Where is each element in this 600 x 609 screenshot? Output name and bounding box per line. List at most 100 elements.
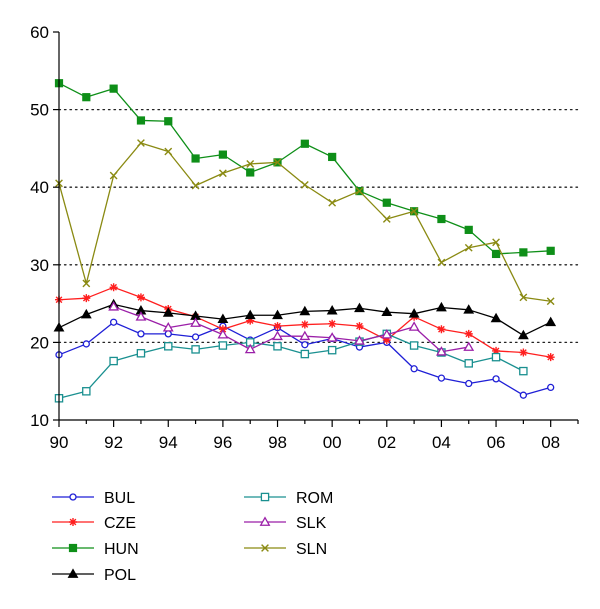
data-point-bul xyxy=(191,333,200,341)
data-point-sln xyxy=(410,207,418,216)
data-point-slk xyxy=(408,321,420,331)
data-point-pol xyxy=(162,307,174,317)
data-point-slk xyxy=(326,332,338,342)
data-point-sln xyxy=(137,139,145,147)
data-point-slk xyxy=(299,330,311,341)
series-line-hun xyxy=(58,82,551,255)
data-point-pol xyxy=(436,301,447,312)
data-point-sln xyxy=(328,198,337,207)
data-point-bul xyxy=(137,330,145,338)
data-point-rom xyxy=(491,352,501,362)
data-point-sln xyxy=(437,258,446,267)
data-point-hun xyxy=(300,139,309,148)
data-point-cze xyxy=(492,346,501,355)
data-point-sln xyxy=(546,297,555,306)
axes: 10 20 30 40 50 60 90 92 94 96 98 00 02 04 06 08 xyxy=(30,23,579,452)
data-point-rom xyxy=(218,341,228,350)
legend-item-bul: BUL xyxy=(52,490,135,507)
data-point-pol xyxy=(408,308,420,318)
data-point-pol xyxy=(545,316,557,327)
legend-label: HUN xyxy=(104,541,139,558)
data-point-hun xyxy=(246,168,255,177)
data-point-slk xyxy=(463,341,475,351)
data-point-hun xyxy=(218,150,227,159)
data-point-pol xyxy=(217,313,229,323)
data-point-slk xyxy=(135,311,147,321)
data-point-cze xyxy=(136,293,145,302)
data-point-cze xyxy=(437,325,446,334)
series-hun xyxy=(54,79,555,259)
data-point-rom xyxy=(273,342,282,351)
data-point-slk xyxy=(272,330,283,341)
data-point-sln xyxy=(246,160,255,168)
data-point-bul xyxy=(164,330,172,338)
data-point-pol xyxy=(517,329,529,340)
legend-swatch-marker xyxy=(67,568,79,578)
legend-item-sln: SLN xyxy=(244,541,327,558)
series-sln xyxy=(55,139,555,306)
data-point-cze xyxy=(82,294,91,303)
series-line-rom xyxy=(58,333,524,399)
legend-label: SLN xyxy=(296,541,327,558)
data-point-cze xyxy=(382,336,391,345)
x-tick-label: 98 xyxy=(268,433,287,452)
data-point-sln xyxy=(300,180,309,189)
data-point-hun xyxy=(136,116,146,125)
x-tick-label: 02 xyxy=(377,433,396,452)
data-point-sln xyxy=(355,187,364,195)
series-slk xyxy=(108,301,475,356)
data-point-bul xyxy=(82,340,90,348)
data-point-bul xyxy=(437,374,446,382)
data-point-cze xyxy=(464,329,473,338)
data-point-hun xyxy=(164,117,173,126)
x-tick-label: 00 xyxy=(323,433,342,452)
data-point-slk xyxy=(381,329,393,339)
legend-item-hun: HUN xyxy=(52,541,139,558)
data-point-cze xyxy=(355,322,364,331)
data-point-rom xyxy=(109,356,118,366)
legend: BUL CZE HUN POL ROM SLK SLN xyxy=(52,490,333,584)
data-point-rom xyxy=(136,349,146,358)
data-point-slk xyxy=(244,343,256,354)
y-tick-label: 40 xyxy=(30,178,49,197)
series-rom xyxy=(54,329,528,403)
data-point-pol xyxy=(299,305,311,316)
data-point-cze xyxy=(328,319,337,328)
data-point-bul xyxy=(519,391,528,399)
data-point-bul xyxy=(410,365,418,373)
y-tick-label: 50 xyxy=(30,101,49,120)
data-point-hun xyxy=(191,154,200,163)
x-tick-label: 90 xyxy=(50,433,69,452)
data-point-pol xyxy=(272,309,283,320)
y-tick-label: 10 xyxy=(30,411,49,430)
legend-item-cze: CZE xyxy=(52,515,136,532)
data-point-cze xyxy=(546,353,555,362)
legend-swatch-marker xyxy=(260,492,270,502)
x-tick-label: 08 xyxy=(541,433,560,452)
x-tick-label: 06 xyxy=(487,433,506,452)
data-point-rom xyxy=(409,341,419,350)
data-point-bul xyxy=(465,379,473,388)
x-tick-label: 92 xyxy=(104,433,123,452)
legend-swatch-marker xyxy=(261,544,269,552)
legend-label: POL xyxy=(104,567,136,584)
legend-label: SLK xyxy=(296,515,327,532)
data-point-sln xyxy=(492,238,500,247)
legend-label: BUL xyxy=(104,490,135,507)
data-point-bul xyxy=(492,375,500,383)
legend-label: ROM xyxy=(296,490,333,507)
data-point-rom xyxy=(191,345,200,354)
data-point-rom xyxy=(327,345,337,355)
grid-lines xyxy=(58,108,579,344)
data-point-sln xyxy=(464,243,473,252)
data-point-pol xyxy=(244,309,256,320)
data-point-hun xyxy=(328,152,337,162)
legend-item-pol: POL xyxy=(52,567,136,584)
data-point-sln xyxy=(164,147,173,156)
data-point-sln xyxy=(219,169,227,178)
y-tick-label: 30 xyxy=(30,256,49,275)
data-point-rom xyxy=(164,342,173,351)
data-point-slk xyxy=(162,322,174,332)
data-point-cze xyxy=(519,348,528,357)
series-line-sln xyxy=(58,142,551,302)
